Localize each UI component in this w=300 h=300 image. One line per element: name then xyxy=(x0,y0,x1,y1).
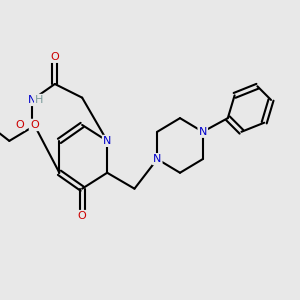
Text: O: O xyxy=(78,211,86,221)
Text: N: N xyxy=(28,95,36,105)
Text: N: N xyxy=(103,136,111,146)
Text: H: H xyxy=(35,95,44,105)
Text: O: O xyxy=(16,120,24,130)
Text: O: O xyxy=(30,120,39,130)
Text: O: O xyxy=(30,120,39,130)
Text: N: N xyxy=(28,95,36,105)
Text: O: O xyxy=(50,52,59,62)
Text: N: N xyxy=(153,154,161,164)
Text: N: N xyxy=(199,127,207,137)
Text: O: O xyxy=(50,52,59,62)
